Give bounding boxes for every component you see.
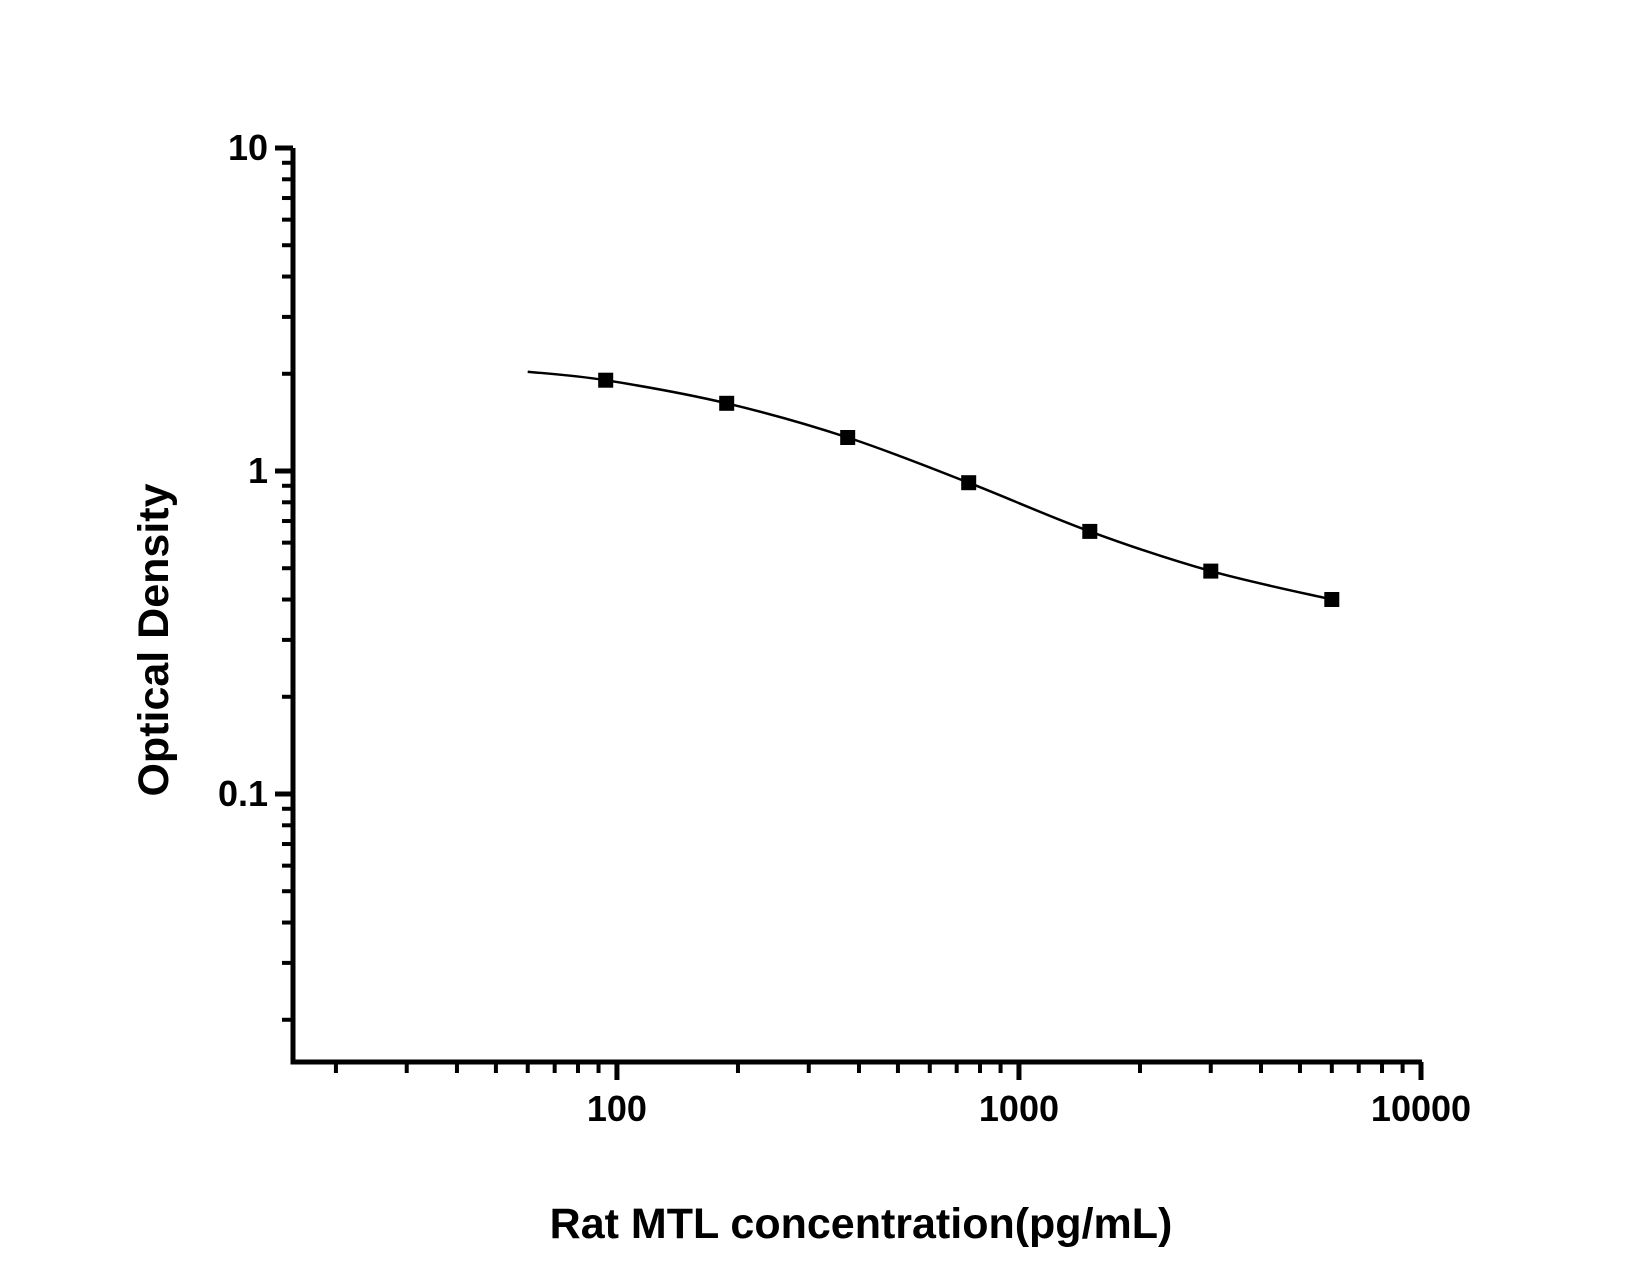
tick-labels-layer: 100 1000 10000 10 1 0.1 [218, 127, 1471, 1129]
data-point-marker [1324, 592, 1340, 607]
y-tick-label: 0.1 [218, 773, 268, 814]
y-tick-label: 10 [228, 127, 268, 168]
data-point-marker [1082, 523, 1098, 539]
data-point-marker [719, 395, 735, 411]
x-tick-label: 10000 [1371, 1088, 1471, 1129]
axes-layer [290, 148, 1422, 1065]
y-axis-title: Optical Density [130, 483, 178, 796]
x-tick-label: 1000 [979, 1088, 1059, 1129]
data-point-marker [598, 372, 614, 388]
y-tick-label: 1 [248, 450, 268, 491]
data-point-marker [1203, 563, 1219, 579]
x-tick-label: 100 [587, 1088, 647, 1129]
data-point-marker [961, 475, 977, 491]
standard-curve-line [527, 370, 1333, 601]
data-point-marker [840, 430, 856, 445]
data-series-layer [527, 370, 1340, 607]
x-axis-title: Rat MTL concentration(pg/mL) [550, 1200, 1173, 1248]
ticks-layer [275, 145, 1424, 1080]
